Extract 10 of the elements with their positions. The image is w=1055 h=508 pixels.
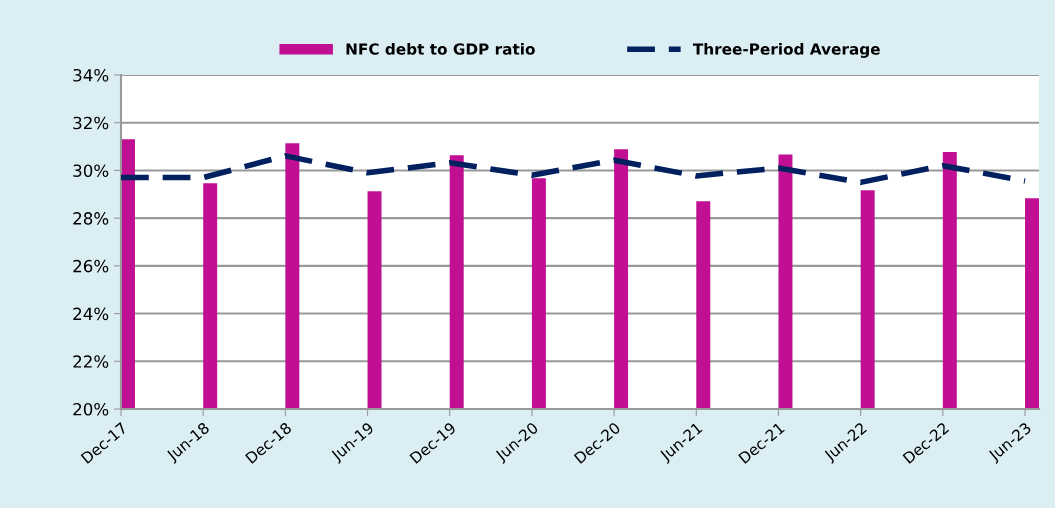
y-tick-label: 30%: [73, 164, 109, 177]
y-tick-label: 28%: [73, 212, 109, 225]
y-tick-label: 34%: [73, 68, 109, 82]
y-tick-label: 20%: [73, 402, 109, 416]
y-tick-label: 26%: [73, 259, 109, 273]
y-tick-label: 22%: [73, 355, 109, 368]
y-tick-label: 32%: [73, 116, 109, 130]
legend-label: Three-Period Average: [692, 43, 880, 58]
y-tick-label: 24%: [73, 307, 109, 321]
legend-label: NFC debt to GDP ratio: [346, 43, 535, 55]
